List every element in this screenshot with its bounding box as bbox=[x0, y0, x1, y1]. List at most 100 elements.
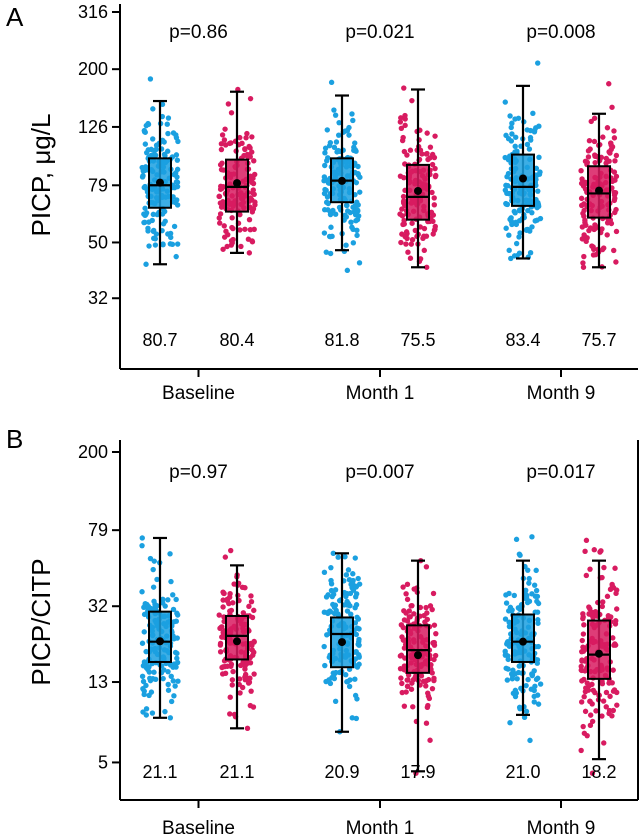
panel-a-data-point bbox=[173, 170, 179, 176]
panel-b-data-point bbox=[228, 547, 234, 554]
panel-a-data-point bbox=[527, 249, 534, 256]
panel-a-mean-marker bbox=[156, 178, 164, 187]
panel-a-data-point bbox=[330, 207, 336, 214]
panel-b-data-point bbox=[526, 575, 532, 582]
panel-a-data-point bbox=[606, 158, 612, 164]
panel-a-data-point bbox=[537, 169, 543, 175]
panel-b-data-point bbox=[224, 663, 231, 669]
panel-b-data-point bbox=[580, 723, 586, 730]
panel-b-data-point bbox=[160, 600, 166, 606]
panel-a-data-point bbox=[164, 121, 170, 127]
panel-a-data-point bbox=[611, 135, 618, 141]
panel-b-data-point bbox=[165, 668, 171, 675]
panel-b-data-point bbox=[227, 608, 233, 614]
panel-a-data-point bbox=[529, 224, 535, 230]
panel-b-data-point bbox=[429, 670, 435, 676]
panel-a-data-point bbox=[431, 195, 437, 201]
panel-a-data-point bbox=[355, 172, 361, 178]
panel-a-data-point bbox=[429, 161, 436, 168]
panel-a-data-point bbox=[592, 159, 598, 166]
panel-a-data-point bbox=[530, 110, 536, 117]
panel-b-data-point bbox=[579, 637, 585, 644]
panel-a-data-point bbox=[585, 148, 592, 154]
panel-a-data-point bbox=[584, 159, 591, 166]
panel-b-letter: B bbox=[6, 424, 23, 454]
panel-b-data-point bbox=[400, 584, 406, 590]
panel-b-data-point bbox=[321, 643, 327, 650]
panel-a-p-value: p=0.021 bbox=[345, 22, 414, 43]
panel-a-data-point bbox=[150, 136, 156, 142]
panel-b-data-point bbox=[350, 580, 356, 587]
panel-b-data-point bbox=[140, 678, 147, 685]
panel-a-y-ticks: 32 50 79 126 200 316 bbox=[78, 2, 120, 308]
panel-a-data-point bbox=[350, 240, 357, 246]
panel-b-data-point bbox=[614, 702, 620, 708]
panel-a-letter: A bbox=[6, 2, 24, 32]
panel-b-data-point bbox=[514, 676, 520, 682]
panel-a-data-point bbox=[513, 240, 520, 247]
panel-a-data-point bbox=[162, 218, 168, 224]
panel-a-data-point bbox=[421, 225, 428, 232]
panel-b-data-point bbox=[356, 661, 362, 667]
panel-a-data-point bbox=[357, 189, 363, 195]
panel-a-data-point bbox=[173, 253, 179, 260]
panel-b-data-point bbox=[329, 593, 335, 600]
panel-b-data-point bbox=[404, 683, 411, 689]
panel-b-data-point bbox=[506, 590, 512, 597]
panel-a-data-point bbox=[526, 146, 533, 152]
panel-b-data-point bbox=[529, 591, 535, 597]
panel-b-mean-value: 21.0 bbox=[505, 762, 540, 782]
panel-a-data-point bbox=[322, 162, 328, 169]
panel-b-data-point bbox=[410, 704, 416, 710]
panel-b-data-point bbox=[531, 693, 537, 700]
panel-b-data-point bbox=[170, 678, 176, 684]
panel-a-x-categories: Baseline Month 1 Month 9 bbox=[162, 369, 595, 404]
panel-b-data-point bbox=[398, 675, 404, 681]
panel-a-data-point bbox=[247, 95, 254, 102]
panel-a-data-point bbox=[343, 242, 349, 248]
panel-a-data-point bbox=[252, 199, 258, 205]
panel-b-data-point bbox=[139, 673, 146, 679]
panel-a-data-point bbox=[242, 146, 248, 153]
panel-b-data-point bbox=[143, 648, 149, 655]
panel-b-data-point bbox=[427, 603, 434, 609]
panel-a-data-point bbox=[612, 209, 618, 216]
panel-b-data-point bbox=[534, 609, 541, 615]
panel-b-mean-value: 21.1 bbox=[142, 762, 177, 782]
panel-a-data-point bbox=[216, 220, 223, 226]
panel-b-data-point bbox=[147, 677, 154, 684]
panel-a-data-point bbox=[517, 230, 523, 236]
panel-a-data-point bbox=[220, 246, 226, 252]
panel-a-data-point bbox=[332, 211, 339, 217]
panel-a-data-point bbox=[249, 149, 255, 155]
panel-a-data-point bbox=[327, 233, 334, 240]
panel-a-data-point bbox=[403, 241, 409, 247]
panel-b-data-point bbox=[141, 604, 147, 610]
panel-a-data-point bbox=[405, 249, 411, 255]
panel-a-data-point bbox=[152, 242, 159, 248]
panel-a-x-category-label: Baseline bbox=[162, 383, 235, 404]
panel-a-mean-value: 75.5 bbox=[400, 330, 435, 350]
panel-b-data-point bbox=[610, 667, 616, 673]
panel-a-data-point bbox=[321, 178, 327, 184]
panel-a-data-point bbox=[525, 207, 531, 214]
panel-a-mean-marker bbox=[233, 179, 241, 188]
panel-a-data-point bbox=[348, 219, 354, 225]
panel-a-data-point bbox=[505, 157, 512, 163]
panel-b-data-point bbox=[236, 676, 243, 682]
panel-b-data-point bbox=[173, 618, 180, 624]
panel-b-data-point bbox=[513, 690, 519, 696]
panel-b-data-point bbox=[423, 720, 430, 726]
panel-b-data-point bbox=[330, 550, 336, 557]
panel-b-data-point bbox=[589, 701, 595, 707]
panel-b-data-point bbox=[170, 592, 176, 598]
panel-b-data-point bbox=[533, 587, 540, 594]
panel-b-data-point bbox=[237, 690, 243, 696]
panel-a-data-point bbox=[527, 127, 534, 134]
panel-b-data-point bbox=[412, 674, 418, 680]
panel-a-data-point bbox=[590, 244, 596, 250]
panel-b-data-point bbox=[578, 699, 585, 705]
panel-a-data-point bbox=[509, 120, 515, 126]
panel-a-data-point bbox=[174, 197, 180, 203]
panel-b-data-point bbox=[349, 715, 355, 721]
